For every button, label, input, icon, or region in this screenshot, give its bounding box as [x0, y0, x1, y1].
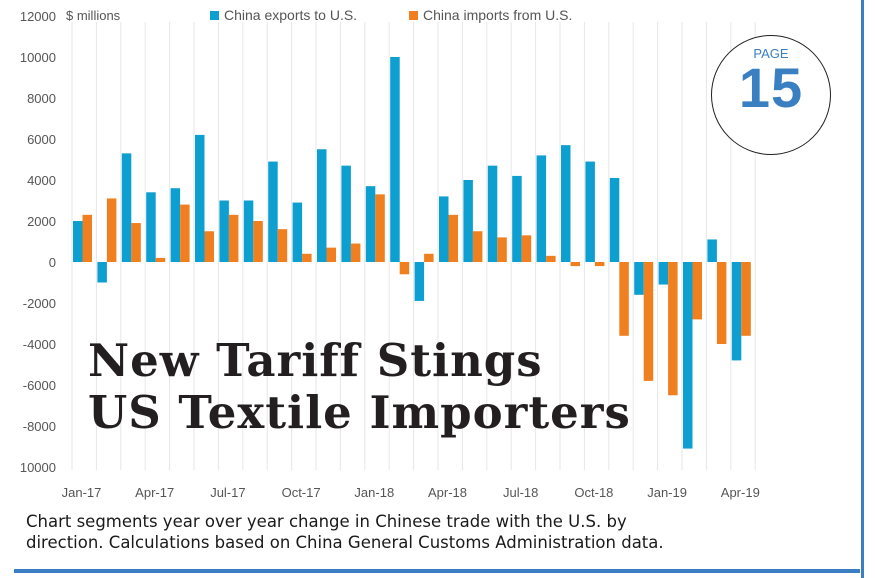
exports-bar-Feb-19 [683, 262, 693, 449]
x-tick-label: Oct-17 [282, 485, 321, 500]
exports-bar-Sep-18 [561, 145, 571, 262]
exports-bar-Nov-18 [609, 177, 620, 262]
exports-bar-Mar-18 [414, 262, 425, 301]
imports-bar-Sep-17 [277, 229, 288, 262]
y-tick-label: 12000 [20, 9, 56, 24]
imports-bar-Apr-18 [448, 214, 458, 262]
exports-bar-Oct-17 [292, 202, 303, 262]
exports-bar-Sep-17 [268, 161, 278, 262]
x-tick-label: Jan-17 [62, 485, 102, 500]
bars [73, 57, 751, 449]
imports-bar-Jan-19 [668, 262, 678, 396]
x-axis-ticks: Jan-17 Apr-17 Jul-17 Oct-17 Jan-18 Apr-18 Jul-… [62, 485, 760, 500]
x-tick-label: Jan-19 [647, 485, 687, 500]
imports-bar-Oct-18 [594, 262, 605, 267]
imports-bar-Jan-17 [82, 214, 92, 262]
y-tick-label: 0 [49, 255, 56, 270]
exports-bar-Jan-18 [365, 186, 376, 262]
imports-bar-Jul-18 [521, 235, 532, 262]
legend-swatch-exports [210, 11, 219, 20]
right-rule [861, 0, 864, 578]
x-tick-label: Apr-19 [721, 485, 760, 500]
x-tick-label: Jul-17 [210, 485, 245, 500]
imports-bar-Aug-18 [546, 255, 556, 262]
x-tick-label: Oct-18 [574, 485, 613, 500]
imports-bar-Dec-17 [350, 243, 361, 262]
y-tick-label: -8000 [23, 419, 56, 434]
headline-line-1: New Tariff Stings [88, 334, 543, 387]
exports-bar-Dec-17 [341, 165, 351, 262]
legend-label-imports: China imports from U.S. [423, 7, 572, 23]
imports-bar-Jul-17 [228, 214, 239, 262]
y-tick-label: 4000 [27, 173, 56, 188]
exports-bar-Jun-18 [487, 165, 498, 262]
exports-bar-Oct-18 [585, 161, 595, 262]
y-tick-label: 6000 [27, 132, 56, 147]
y-tick-label: 10000 [20, 50, 56, 65]
exports-bar-Apr-17 [146, 192, 156, 262]
exports-bar-Mar-17 [121, 153, 132, 262]
imports-bar-Mar-19 [716, 262, 727, 344]
vertical-gridlines [71, 22, 756, 470]
imports-bar-Mar-17 [131, 223, 141, 262]
x-tick-label: Apr-18 [428, 485, 467, 500]
imports-bar-Nov-18 [619, 262, 629, 336]
exports-bar-Jan-17 [73, 221, 83, 262]
imports-bar-Apr-19 [741, 262, 751, 336]
page-number: 15 [738, 56, 804, 119]
exports-bar-Mar-19 [707, 239, 717, 262]
exports-bar-May-17 [170, 188, 181, 262]
exports-bar-Jul-17 [219, 200, 229, 262]
headline-line-2: US Textile Importers [88, 386, 631, 439]
page-label: PAGE [753, 46, 789, 61]
imports-bar-Jun-18 [497, 237, 507, 262]
caption-line-2: direction. Calculations based on China G… [26, 533, 664, 552]
x-tick-label: Jul-18 [503, 485, 538, 500]
headline: New Tariff Stings US Textile Importers [88, 335, 631, 439]
chart-caption: Chart segments year over year change in … [26, 511, 664, 553]
imports-bar-Jan-18 [375, 194, 385, 262]
y-tick-label: -4000 [23, 337, 56, 352]
exports-bar-Apr-18 [439, 196, 449, 262]
imports-bar-Feb-19 [692, 262, 702, 320]
page-badge: PAGE 15 [711, 35, 831, 155]
legend-swatch-imports [409, 11, 418, 20]
imports-bar-Sep-18 [570, 262, 580, 267]
imports-bar-Apr-17 [155, 257, 166, 262]
imports-bar-Nov-17 [326, 247, 336, 262]
exports-bar-Aug-17 [243, 200, 254, 262]
exports-bar-Dec-18 [634, 262, 644, 295]
y-tick-label: -2000 [23, 296, 56, 311]
imports-bar-Oct-17 [302, 253, 312, 262]
x-tick-label: Apr-17 [135, 485, 174, 500]
imports-bar-Dec-18 [643, 262, 654, 381]
imports-bar-May-18 [472, 231, 483, 262]
imports-bar-Aug-17 [253, 221, 263, 262]
bottom-rule [14, 569, 860, 573]
imports-bar-Feb-17 [106, 198, 117, 262]
exports-bar-Apr-19 [731, 262, 742, 361]
exports-bar-May-18 [463, 180, 473, 262]
y-tick-label: -6000 [23, 378, 56, 393]
exports-bar-Jun-17 [195, 134, 205, 262]
y-axis-ticks: 12000 10000 8000 6000 4000 2000 0 -2000 -4000 -60… [20, 9, 56, 475]
legend-label-exports: China exports to U.S. [224, 7, 357, 23]
unit-label: $ millions [66, 8, 121, 23]
imports-bar-Feb-18 [399, 262, 410, 275]
y-tick-label: 2000 [27, 214, 56, 229]
caption-line-1: Chart segments year over year change in … [26, 512, 627, 531]
exports-bar-Nov-17 [317, 149, 327, 262]
imports-bar-Mar-18 [424, 253, 434, 262]
exports-bar-Aug-18 [536, 155, 547, 262]
imports-bar-May-17 [180, 204, 190, 262]
x-tick-label: Jan-18 [354, 485, 394, 500]
exports-bar-Jan-19 [658, 262, 669, 285]
exports-bar-Feb-18 [390, 57, 400, 262]
exports-bar-Jul-18 [512, 175, 522, 262]
exports-bar-Feb-17 [97, 262, 107, 283]
imports-bar-Jun-17 [204, 231, 214, 262]
y-tick-label: 8000 [27, 91, 56, 106]
y-tick-label: 10000 [20, 460, 56, 475]
